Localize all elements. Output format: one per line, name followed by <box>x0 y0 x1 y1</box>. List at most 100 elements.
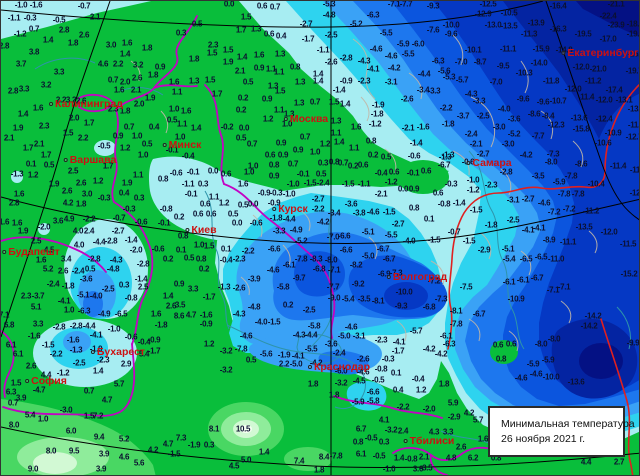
temp-value: -4.6 <box>366 207 380 217</box>
temp-value: 0.4 <box>392 385 404 395</box>
temp-value: 1.4 <box>119 49 131 59</box>
temp-value: 1.5 <box>204 75 216 85</box>
city-name: Минск <box>168 139 202 151</box>
temp-value: -1.1 <box>357 179 371 189</box>
temp-value: -6.3 <box>366 10 380 20</box>
temp-value: 0.9 <box>154 62 166 72</box>
temp-value: -6.8 <box>422 302 436 312</box>
temp-value: -11.3 <box>520 29 538 39</box>
temp-value: -10.9 <box>604 128 622 138</box>
temp-value: -7.8 <box>329 451 343 461</box>
temp-value: -8.2 <box>349 260 363 270</box>
temp-value: -3.6 <box>79 274 93 284</box>
city-marker-icon <box>386 275 391 279</box>
azov-sea <box>296 333 342 364</box>
temp-value: -1.5 <box>427 235 441 245</box>
temp-value: -2.2 <box>439 103 453 113</box>
temp-value: -1.3 <box>438 152 452 162</box>
cold-band7-corner <box>503 1 639 139</box>
temp-value: -3.2 <box>219 346 233 356</box>
temp-value: -0.5 <box>371 375 385 385</box>
temp-value: 1.0 <box>168 104 180 114</box>
temp-value: -1.9 <box>89 344 103 354</box>
temp-value: -6.7 <box>376 244 390 254</box>
temp-value: -1.8 <box>269 213 283 223</box>
parallel-middle <box>1 196 639 245</box>
temp-value: 1.6 <box>150 309 162 319</box>
temp-value: -11.2 <box>582 206 600 216</box>
temp-value: 0.9 <box>112 131 124 141</box>
temp-value: 1.3 <box>283 109 295 119</box>
temp-value: -2.5 <box>302 305 316 315</box>
temp-value: -4.0 <box>254 317 268 327</box>
temp-value: -2.5 <box>506 215 520 225</box>
temp-value: -1.5 <box>462 236 476 246</box>
temp-value: -4.1 <box>291 351 305 361</box>
temp-value: -2.4 <box>464 129 478 139</box>
city-label: Тбилиси <box>403 435 454 447</box>
temp-value: -17.0 <box>599 34 617 44</box>
temp-value: -0.3 <box>122 204 136 214</box>
temp-value: -2.4 <box>332 348 346 358</box>
legend-box: Минимальная температура 26 ноября 2021 г… <box>488 406 635 457</box>
temp-value: 6.0 <box>65 426 77 436</box>
temp-value: 2.2 <box>278 359 290 369</box>
temp-value: -4.0 <box>402 236 416 246</box>
temp-value: -11.4 <box>577 92 595 102</box>
temp-value: -0.8 <box>374 364 388 374</box>
temp-value: 1.6 <box>1 217 10 227</box>
temp-value: 3.3 <box>187 284 199 294</box>
temp-value: 1.0 <box>63 305 75 315</box>
temp-value: 2.8 <box>1 41 10 51</box>
temp-value: -5.1 <box>76 290 90 300</box>
temp-value: -4.6 <box>537 198 551 208</box>
temp-value: -0.6 <box>151 244 165 254</box>
temp-value: 1.0 <box>193 240 205 250</box>
temp-value: -5.5 <box>379 28 393 38</box>
temp-value: 0.6 <box>432 188 444 198</box>
temp-value: 0.2 <box>367 150 379 160</box>
temp-value: 6.1 <box>5 340 17 350</box>
city-marker-icon <box>49 102 54 106</box>
temp-value: 1.9 <box>17 226 29 236</box>
temp-value: -10.0 <box>395 287 413 297</box>
temp-value: -9.3 <box>394 301 408 311</box>
temp-value: -2.5 <box>476 111 490 121</box>
temp-value: -7.0 <box>454 57 468 67</box>
temp-value: 1.4 <box>162 291 174 301</box>
temp-value: 1.8 <box>307 379 319 389</box>
temp-value: -12.0 <box>600 227 618 237</box>
temp-value: 0.6 <box>388 167 400 177</box>
temp-value: 8.6 <box>173 311 185 321</box>
temp-value: -0.8 <box>437 199 451 209</box>
temp-value: -6.3 <box>77 306 91 316</box>
temp-value: -5.8 <box>307 321 321 331</box>
temp-value: -4.6 <box>239 331 253 341</box>
temp-value: 1.2 <box>119 143 131 153</box>
temp-value: -2.7 <box>311 194 325 204</box>
temp-value: -0.1 <box>296 169 310 179</box>
temp-value: -10.4 <box>587 179 605 189</box>
temp-value: 0.1 <box>390 368 402 378</box>
temp-value: -7.7 <box>531 131 545 141</box>
temp-value: -4.1 <box>392 337 406 347</box>
temp-value: -0.7 <box>447 227 461 237</box>
temp-value: -7.8 <box>294 254 308 264</box>
region-boundaries <box>130 34 598 352</box>
temp-value: -6.6 <box>366 387 380 397</box>
russia-georgia-border <box>333 395 443 419</box>
temp-value: 1.1 <box>171 87 183 97</box>
temp-value: -19.5 <box>574 29 592 39</box>
temp-value: -0.1 <box>157 218 171 228</box>
temp-value: -4.3 <box>232 309 246 319</box>
temp-value: 2.2 <box>112 59 124 69</box>
temp-value: -2.4 <box>46 279 60 289</box>
temp-value: -2.0 <box>129 245 143 255</box>
temp-value: -4.3 <box>292 330 306 340</box>
temp-value: 0.9 <box>275 138 287 148</box>
city-name: София <box>31 375 67 387</box>
temp-value: 0.6 <box>220 169 232 179</box>
temp-value: -7.1 <box>387 0 401 9</box>
temp-value: 2.6 <box>455 442 467 452</box>
